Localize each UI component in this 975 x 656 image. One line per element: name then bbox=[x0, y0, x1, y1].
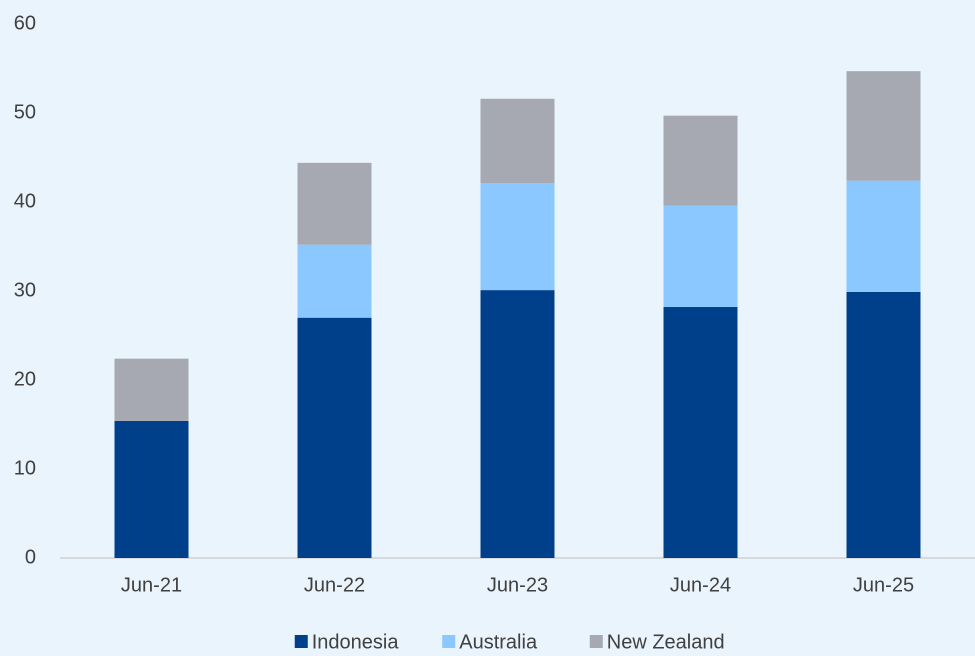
x-tick-label: Jun-25 bbox=[853, 574, 914, 596]
bar-segment bbox=[297, 317, 372, 558]
bar-segment bbox=[846, 71, 921, 181]
bar-segment bbox=[480, 183, 555, 291]
y-tick-label: 10 bbox=[14, 457, 36, 479]
x-tick-label: Jun-24 bbox=[670, 574, 731, 596]
legend-label: New Zealand bbox=[607, 631, 725, 653]
x-tick-label: Jun-23 bbox=[487, 574, 548, 596]
legend-swatch bbox=[442, 635, 456, 648]
bar-segment bbox=[663, 205, 738, 308]
bar-segment bbox=[114, 420, 189, 558]
bar-segment bbox=[480, 290, 555, 558]
y-tick-label: 60 bbox=[14, 12, 36, 34]
bar-segment bbox=[846, 291, 921, 558]
bar-segment bbox=[297, 244, 372, 318]
bar-segment bbox=[114, 358, 189, 421]
y-tick-label: 50 bbox=[14, 101, 36, 123]
bar-segment bbox=[480, 98, 555, 184]
bar-segment bbox=[663, 307, 738, 558]
y-tick-label: 40 bbox=[14, 190, 36, 212]
bar-segment bbox=[297, 162, 372, 245]
legend-swatch bbox=[294, 635, 308, 648]
legend-label: Indonesia bbox=[312, 631, 400, 653]
bar-segment bbox=[663, 115, 738, 206]
legend-swatch bbox=[589, 635, 603, 648]
y-tick-label: 0 bbox=[25, 546, 36, 568]
x-tick-label: Jun-21 bbox=[121, 574, 182, 596]
x-tick-label: Jun-22 bbox=[304, 574, 365, 596]
bar-segment bbox=[846, 180, 921, 292]
legend-label: Australia bbox=[459, 631, 538, 653]
y-tick-label: 20 bbox=[14, 368, 36, 390]
y-tick-label: 30 bbox=[14, 279, 36, 301]
